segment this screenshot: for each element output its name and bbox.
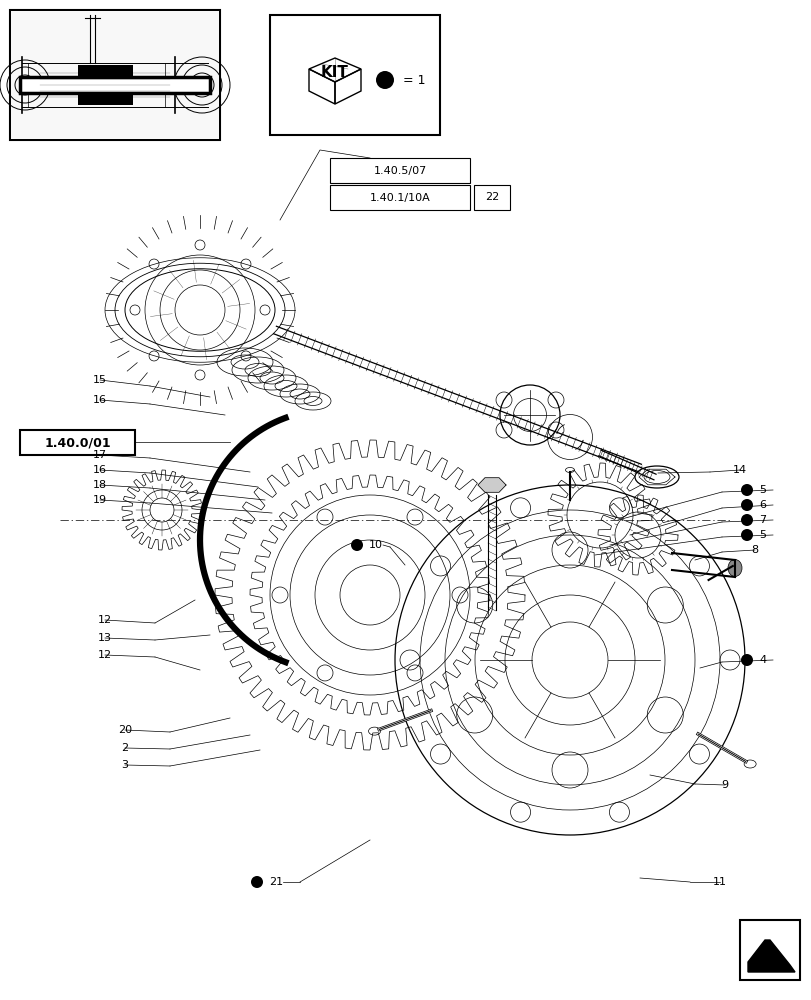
Polygon shape — [747, 940, 794, 972]
Circle shape — [251, 876, 263, 888]
Text: 2: 2 — [122, 743, 128, 753]
Text: 15: 15 — [93, 375, 107, 385]
Circle shape — [740, 484, 752, 496]
Bar — [78, 65, 133, 105]
Text: 3: 3 — [122, 760, 128, 770]
Text: 11: 11 — [712, 877, 726, 887]
Text: 9: 9 — [720, 780, 727, 790]
Bar — [11, 11, 219, 139]
Circle shape — [740, 654, 752, 666]
Text: 10: 10 — [368, 540, 383, 550]
Text: 5: 5 — [758, 485, 765, 495]
Bar — [10, 10, 220, 140]
Text: 1.40.0/01: 1.40.0/01 — [44, 436, 110, 449]
Circle shape — [740, 514, 752, 526]
Text: 16: 16 — [93, 465, 107, 475]
Text: 7: 7 — [758, 515, 766, 525]
Polygon shape — [478, 478, 505, 492]
Text: 13: 13 — [98, 633, 112, 643]
Circle shape — [740, 499, 752, 511]
Circle shape — [740, 529, 752, 541]
Text: 6: 6 — [758, 500, 765, 510]
Text: 22: 22 — [484, 192, 499, 202]
Text: KIT: KIT — [320, 65, 349, 80]
Text: 1.40.1/10A: 1.40.1/10A — [369, 192, 430, 202]
Text: 16: 16 — [93, 395, 107, 405]
Text: 19: 19 — [92, 495, 107, 505]
Text: 8: 8 — [750, 545, 757, 555]
Bar — [329, 185, 470, 210]
Text: 14: 14 — [732, 465, 746, 475]
Bar — [329, 158, 470, 183]
Bar — [739, 920, 799, 980]
Text: 21: 21 — [268, 877, 283, 887]
Text: 20: 20 — [118, 725, 132, 735]
Circle shape — [375, 71, 393, 89]
Text: 4: 4 — [758, 655, 766, 665]
Text: 17: 17 — [92, 450, 107, 460]
Text: 5: 5 — [758, 530, 765, 540]
Bar — [20, 430, 135, 455]
Text: = 1: = 1 — [402, 74, 425, 87]
Bar — [270, 15, 440, 135]
Ellipse shape — [727, 560, 741, 576]
Text: 1.40.5/07: 1.40.5/07 — [373, 166, 426, 176]
Text: 18: 18 — [92, 480, 107, 490]
Circle shape — [350, 539, 363, 551]
Text: 12: 12 — [98, 615, 112, 625]
Text: 12: 12 — [98, 650, 112, 660]
Bar — [474, 185, 509, 210]
